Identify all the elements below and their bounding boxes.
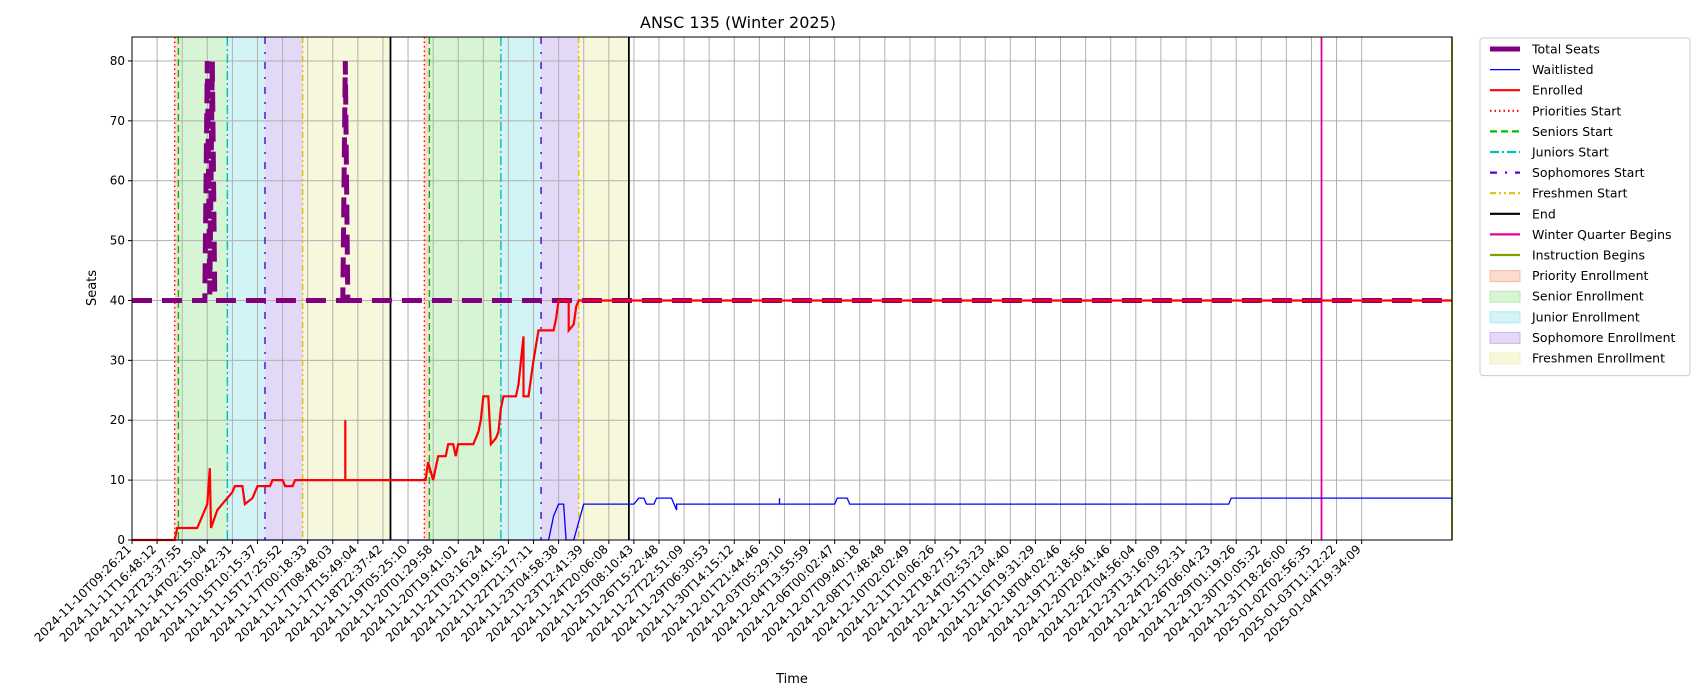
legend-label: Winter Quarter Begins	[1532, 227, 1672, 242]
legend-label: Sophomores Start	[1532, 165, 1645, 180]
span-senior-enrollment	[178, 37, 228, 540]
grid-lines	[131, 37, 1452, 541]
y-axis-ticks: 0 10 20 30 40 50 60 70 80	[110, 54, 132, 547]
y-tick-label: 70	[110, 114, 125, 128]
legend-swatch	[1489, 290, 1521, 303]
chart-title: ANSC 135 (Winter 2025)	[640, 13, 836, 32]
span-junior-enrollment	[500, 37, 542, 540]
y-tick-label: 60	[110, 174, 125, 188]
legend-label: Seniors Start	[1532, 124, 1613, 139]
legend-label: Priorities Start	[1532, 103, 1621, 118]
series-lines	[132, 60, 1452, 542]
series-enrolled	[132, 299, 1452, 542]
span-junior-enrollment	[227, 37, 266, 540]
legend-swatch	[1489, 331, 1521, 344]
series-waitlisted	[132, 497, 1452, 541]
y-tick-label: 20	[110, 413, 125, 427]
legend-swatch	[1489, 352, 1521, 365]
plot-frame	[131, 36, 1453, 541]
legend-label: Total Seats	[1531, 42, 1600, 57]
x-axis-label: Time	[775, 672, 808, 687]
enrollment-period-spans	[174, 37, 629, 540]
span-sophomore-enrollment	[541, 37, 579, 540]
span-priority-enrollment	[424, 37, 430, 540]
legend-label: Junior Enrollment	[1531, 309, 1640, 324]
y-axis-label: Seats	[85, 270, 100, 306]
legend-label: Freshmen Enrollment	[1532, 351, 1665, 366]
x-axis-ticks: 2024-11-10T09:26:212024-11-11T16:48:1220…	[32, 540, 1364, 645]
y-tick-label: 40	[110, 293, 125, 307]
legend: Total Seats Waitlisted Enrolled Priorities …	[1479, 37, 1691, 377]
y-tick-label: 30	[110, 353, 125, 367]
span-sophomore-enrollment	[265, 37, 303, 540]
legend-label: Sophomore Enrollment	[1532, 330, 1676, 345]
legend-swatch	[1489, 311, 1521, 324]
legend-box	[1479, 37, 1691, 377]
legend-label: End	[1532, 206, 1556, 221]
legend-label: Freshmen Start	[1532, 186, 1628, 201]
legend-swatch	[1489, 270, 1521, 283]
legend-label: Senior Enrollment	[1532, 289, 1644, 304]
y-tick-label: 80	[110, 54, 125, 68]
legend-label: Instruction Begins	[1532, 248, 1645, 263]
y-tick-label: 10	[110, 473, 125, 487]
legend-label: Waitlisted	[1532, 62, 1594, 77]
span-senior-enrollment	[429, 37, 501, 540]
span-freshmen-enrollment	[578, 37, 629, 540]
legend-label: Juniors Start	[1531, 145, 1609, 160]
legend-label: Priority Enrollment	[1532, 268, 1649, 283]
span-priority-enrollment	[174, 37, 179, 540]
series-total-seats	[132, 60, 1452, 303]
legend-label: Enrolled	[1532, 83, 1583, 98]
y-tick-label: 50	[110, 234, 125, 248]
y-tick-label: 0	[117, 533, 125, 547]
